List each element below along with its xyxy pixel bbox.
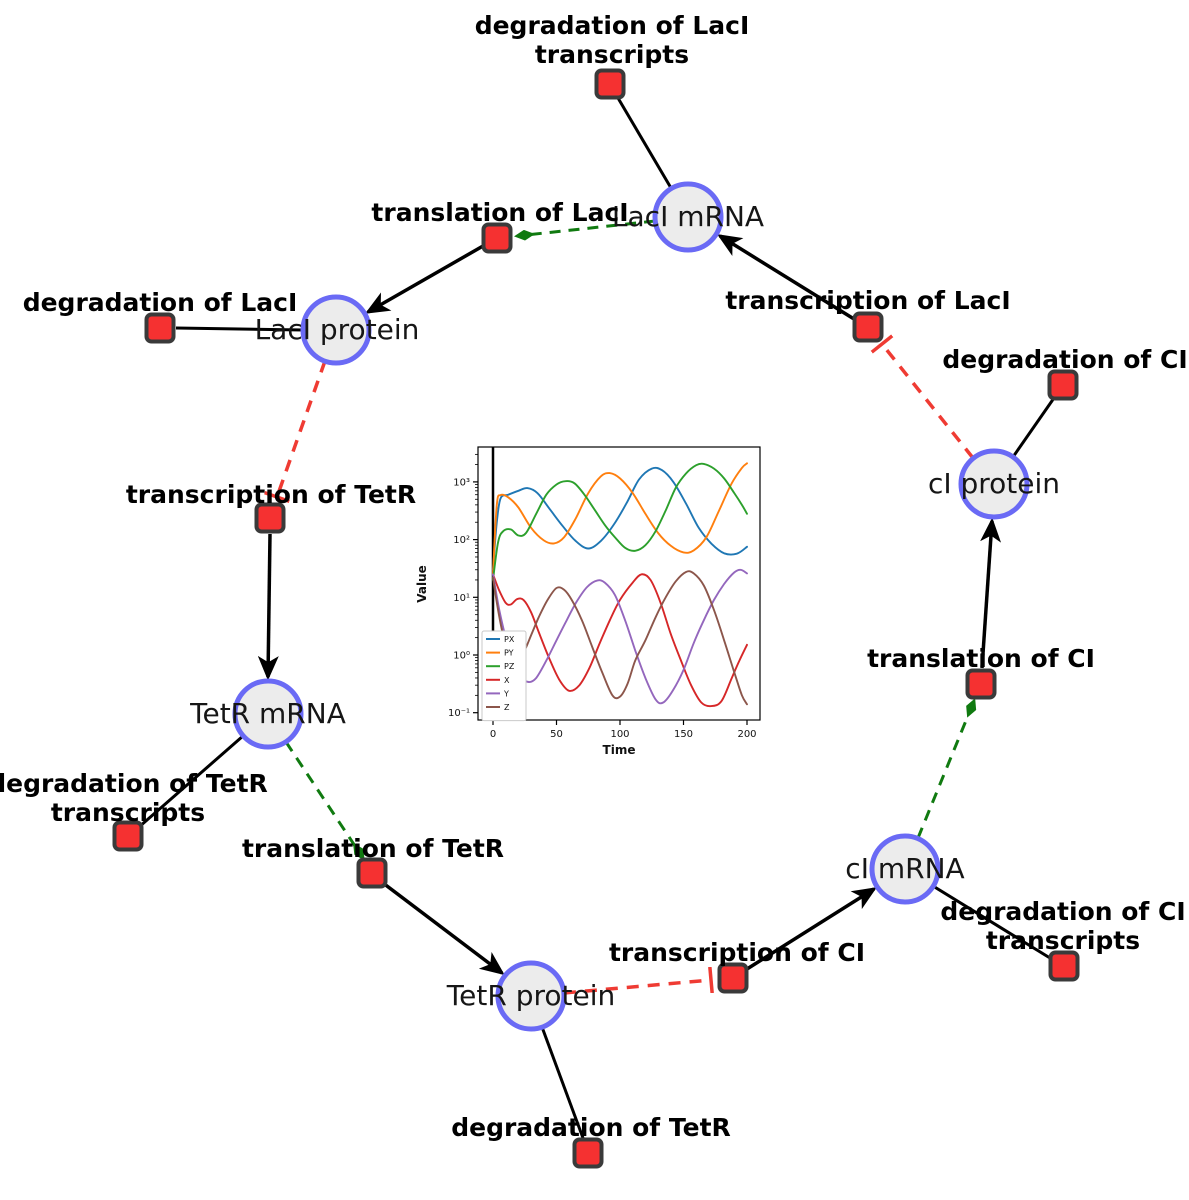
reaction-node-degradation-of-lacI-transcripts[interactable] (594, 68, 626, 100)
edge-lacI-protein-inhibits-transcription-of-tetR (264, 360, 327, 504)
edge-lacI-mrna-modifier-translation-of-lacI (514, 219, 656, 241)
species-node-lacI-mrna[interactable] (652, 181, 724, 253)
species-label-cI-mrna: cI mRNA (845, 852, 964, 885)
reaction-node-transcription-of-lacI[interactable] (852, 311, 884, 343)
species-node-tetR-protein[interactable] (495, 960, 567, 1032)
edge-cI-mrna-to-degradation-of-cI-transcripts (932, 884, 1051, 960)
edge-cI-protein-to-degradation-of-cI (1011, 397, 1056, 458)
y-tick-label: 10⁻¹ (448, 708, 470, 719)
reaction-label-translation-of-lacI: translation of LacI (371, 198, 628, 227)
legend-label-Y: Y (503, 689, 509, 698)
legend-label-PY: PY (504, 649, 514, 658)
reaction-node-transcription-of-cI[interactable] (717, 962, 749, 994)
reaction-label-degradation-of-cI-transcripts-line2: transcripts (986, 926, 1140, 955)
edge-lacI-protein-to-degradation-of-lacI (175, 326, 304, 332)
chart-line-PX (492, 466, 748, 571)
legend-label-PZ: PZ (504, 662, 515, 671)
chart-plot-frame (477, 446, 761, 721)
reaction-node-translation-of-tetR[interactable] (356, 857, 388, 889)
chart-legend: PX PY PZ XYZ (481, 630, 527, 722)
reaction-label-degradation-of-tetR: degradation of TetR (451, 1113, 731, 1142)
edge-tetR-mrna-modifier-translation-of-tetR (284, 741, 365, 861)
reaction-node-degradation-of-lacI[interactable] (144, 312, 176, 344)
edge-cI-protein-inhibits-transcription-of-lacI (870, 334, 975, 460)
reaction-label-degradation-of-cI: degradation of CI (942, 345, 1187, 374)
reaction-label-degradation-of-lacI: degradation of LacI (23, 288, 298, 317)
x-tick-label: 100 (610, 729, 629, 740)
x-tick-label: 200 (737, 729, 756, 740)
species-node-cI-protein[interactable] (958, 448, 1030, 520)
species-label-lacI-protein: LacI protein (255, 313, 420, 346)
species-label-cI-protein: cI protein (928, 467, 1060, 500)
reaction-node-translation-of-lacI[interactable] (481, 222, 513, 254)
edges (138, 97, 1056, 1139)
x-tick-label: 150 (674, 729, 693, 740)
reaction-nodes (112, 68, 1080, 1169)
species-nodes (232, 181, 1030, 1032)
reaction-label-degradation-of-cI-transcripts-line1: degradation of CI (940, 897, 1185, 926)
reaction-label-transcription-of-lacI: transcription of LacI (725, 286, 1010, 315)
edge-tetR-protein-inhibits-transcription-of-cI (563, 966, 714, 995)
chart-x-axis-label: Time (603, 743, 636, 757)
reaction-label-degradation-of-lacI-transcripts-line1: degradation of LacI (475, 11, 750, 40)
chart-line-PZ (492, 462, 748, 581)
reaction-label-degradation-of-lacI-transcripts-line2: transcripts (535, 40, 689, 69)
legend-label-PX: PX (504, 635, 515, 644)
chart-ticks: 0 50 100 150 200 10⁻¹ 10⁰ 10¹ 10² 10³ (448, 453, 757, 740)
legend-label-X: X (504, 676, 510, 685)
reaction-node-degradation-of-cI[interactable] (1047, 369, 1079, 401)
species-node-tetR-mrna[interactable] (232, 678, 304, 750)
reaction-node-degradation-of-tetR[interactable] (572, 1137, 604, 1169)
chart-line-Z (492, 570, 748, 706)
edge-translation-of-lacI-to-lacI-protein (364, 244, 484, 314)
species-label-tetR-protein: TetR protein (446, 979, 615, 1012)
reaction-label-transcription-of-tetR: transcription of TetR (126, 480, 416, 509)
y-tick-label: 10³ (453, 477, 470, 488)
reaction-label-transcription-of-cI: transcription of CI (609, 938, 865, 967)
y-tick-label: 10¹ (453, 593, 470, 604)
x-tick-label: 50 (550, 729, 563, 740)
y-tick-label: 10² (453, 535, 470, 546)
edge-translation-of-tetR-to-tetR-protein (381, 881, 505, 976)
x-tick-label: 0 (490, 729, 496, 740)
species-label-tetR-mrna: TetR mRNA (189, 697, 346, 730)
reaction-label-degradation-of-tetR-transcripts-line1: degradation of TetR (0, 769, 268, 798)
chart-line-PY (492, 462, 748, 576)
edge-transcription-of-cI-to-cI-mrna (746, 887, 877, 971)
edge-cI-mrna-modifier-translation-of-cI (916, 698, 977, 839)
edge-transcription-of-lacI-to-lacI-mrna (717, 234, 855, 321)
chart-series (492, 462, 748, 708)
species-node-cI-mrna[interactable] (869, 833, 941, 905)
edge-lacI-mrna-to-degradation-of-lacI-transcripts (616, 97, 673, 189)
labels: LacI mRNA LacI protein TetR mRNA TetR pr… (0, 11, 1188, 1142)
reaction-node-transcription-of-tetR[interactable] (254, 502, 286, 534)
y-tick-label: 10⁰ (453, 651, 470, 662)
reaction-node-degradation-of-cI-transcripts[interactable] (1048, 950, 1080, 982)
reaction-node-translation-of-cI[interactable] (965, 668, 997, 700)
reaction-label-translation-of-tetR: translation of TetR (242, 834, 504, 863)
reaction-label-translation-of-cI: translation of CI (867, 644, 1095, 673)
chart-line-X (492, 573, 748, 708)
legend-label-Z: Z (504, 703, 510, 712)
species-node-lacI-protein[interactable] (300, 294, 372, 366)
edge-tetR-protein-to-degradation-of-tetR (540, 1026, 585, 1139)
chart-y-axis-label: Value (415, 565, 429, 603)
reaction-label-degradation-of-tetR-transcripts-line2: transcripts (51, 798, 205, 827)
species-label-lacI-mrna: LacI mRNA (612, 200, 764, 233)
reaction-node-degradation-of-tetR-transcripts[interactable] (112, 820, 144, 852)
edge-transcription-of-tetR-to-tetR-mrna (257, 533, 279, 681)
edge-tetR-mrna-to-degradation-of-tetR-transcripts (138, 734, 244, 829)
edge-translation-of-cI-to-cI-protein (980, 517, 1002, 669)
